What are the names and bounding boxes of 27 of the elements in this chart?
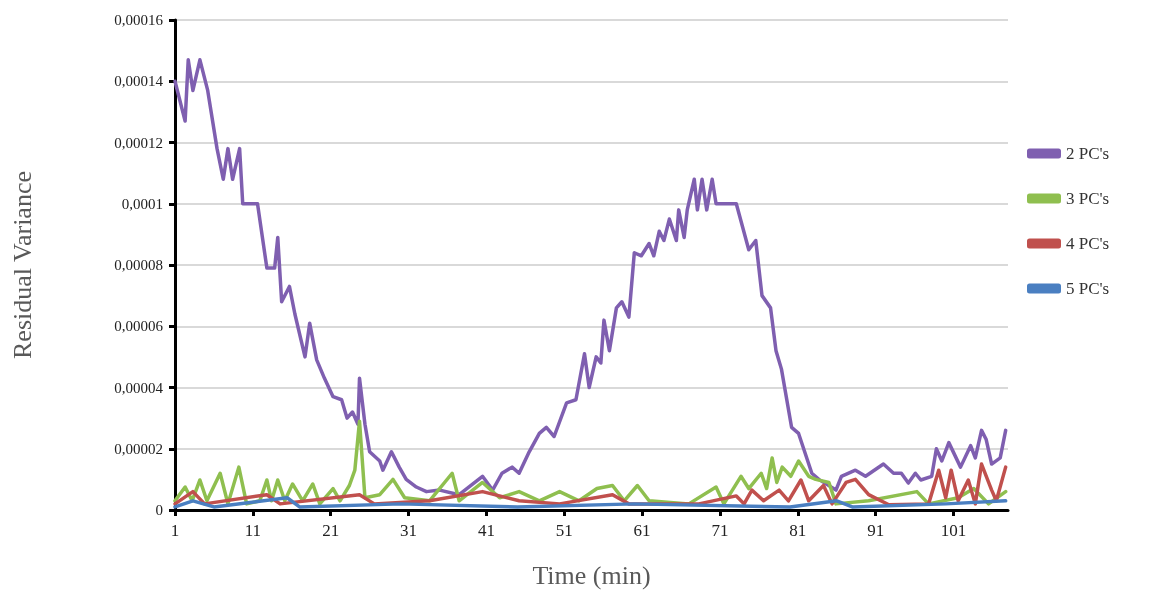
x-tick-label: 91 (867, 521, 885, 540)
x-tick-label: 1 (170, 521, 180, 540)
y-axis-title: Residual Variance (7, 171, 37, 359)
x-axis-title: Time (min) (532, 560, 651, 590)
y-tick-label: 0,00004 (114, 379, 164, 396)
y-tick-label: 0,00012 (114, 134, 163, 151)
y-tick-label: 0,00008 (114, 257, 163, 273)
x-tick-label: 61 (633, 521, 651, 540)
legend-label: 3 PC's (1066, 189, 1110, 208)
x-tick-label: 51 (555, 521, 573, 540)
y-tick-label: 0,0001 (121, 195, 163, 212)
x-tick-label: 81 (789, 521, 807, 540)
x-tick-label: 71 (711, 521, 729, 540)
x-tick-label: 21 (322, 521, 340, 540)
line-series (173, 58, 1008, 497)
y-tick-label: 0,00014 (114, 73, 164, 90)
y-tick-label: 0,00016 (114, 12, 164, 28)
y-tick-label: 0,00002 (114, 440, 163, 457)
legend-label: 5 PC's (1066, 279, 1110, 298)
x-tick-label: 41 (477, 521, 495, 540)
y-tick-label: 0,00006 (114, 318, 164, 335)
x-tick-label: 31 (400, 521, 418, 540)
legend-label: 4 PC's (1066, 234, 1110, 253)
x-tick-label: 101 (940, 521, 967, 540)
legend-label: 2 PC's (1066, 144, 1110, 163)
x-tick-label: 11 (244, 521, 262, 540)
y-tick-label: 0 (155, 502, 163, 518)
